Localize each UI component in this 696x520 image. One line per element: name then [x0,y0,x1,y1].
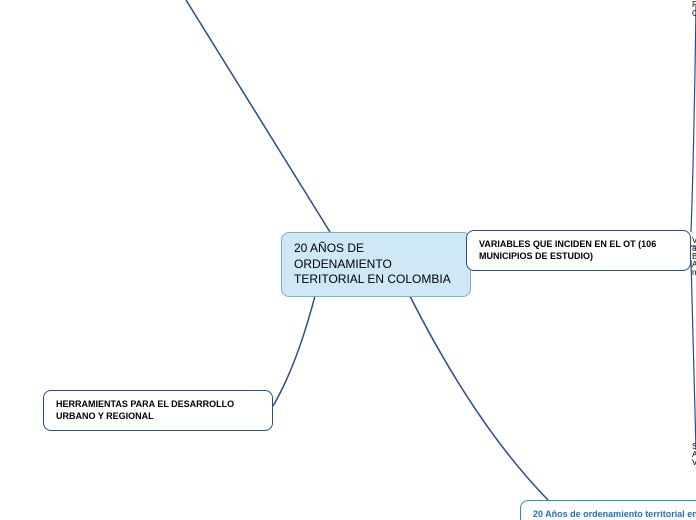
central-node-label: 20 AÑOS DE ORDENAMIENTO TERITORIAL EN CO… [294,241,451,286]
edge [691,260,696,450]
edge [691,5,696,232]
node-link-20anos[interactable]: 20 Años de ordenamiento territorial en C… [520,500,696,520]
node-variables[interactable]: VARIABLES QUE INCIDEN EN EL OT (106 MUNI… [466,230,691,271]
node-herramientas[interactable]: HERRAMIENTAS PARA EL DESARROLLO URBANO Y… [43,390,273,431]
cutoff-label: C [692,9,696,19]
cutoff-label: n [692,268,696,278]
node-variables-label: VARIABLES QUE INCIDEN EN EL OT (106 MUNI… [479,239,656,261]
node-herramientas-label: HERRAMIENTAS PARA EL DESARROLLO URBANO Y… [56,399,234,421]
edge [186,0,330,232]
cutoff-label: V [692,458,696,468]
edge [400,276,548,500]
mindmap-canvas: { "diagram": { "type": "mindmap", "backg… [0,0,696,520]
central-node[interactable]: 20 AÑOS DE ORDENAMIENTO TERITORIAL EN CO… [281,232,471,297]
node-link-20anos-label: 20 Años de ordenamiento territorial en C… [533,509,696,520]
